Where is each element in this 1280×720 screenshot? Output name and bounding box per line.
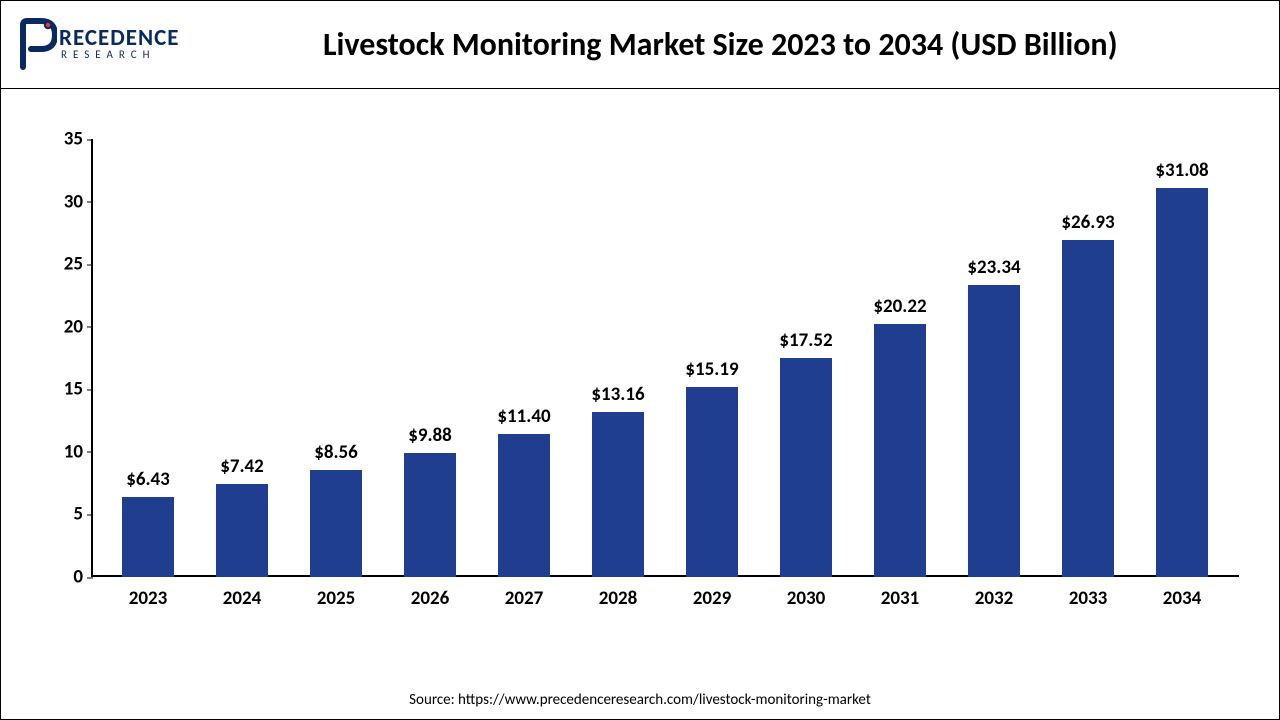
x-tick-label: 2024 [195,587,289,610]
bar-slot: $26.93 [1041,139,1135,577]
bar-value-label: $15.19 [685,358,738,381]
bar-value-label: $9.88 [408,424,452,447]
brand-logo: RECEDENCE RESEARCH [15,17,180,73]
x-tick-label: 2032 [947,587,1041,610]
bar-slot: $11.40 [477,139,571,577]
bar: $6.43 [122,497,175,577]
y-tick-label: 15 [47,378,83,401]
bar-slot: $6.43 [101,139,195,577]
x-tick-label: 2023 [101,587,195,610]
y-tick-label: 35 [47,128,83,151]
chart-area: 05101520253035 $6.43$7.42$8.56$9.88$11.4… [1,89,1279,687]
bar-slot: $17.52 [759,139,853,577]
bar-value-label: $8.56 [314,441,358,464]
x-tick-label: 2033 [1041,587,1135,610]
bar-value-label: $11.40 [497,405,550,428]
bar-value-label: $6.43 [126,468,170,491]
y-tick-label: 10 [47,440,83,463]
y-tick-label: 25 [47,253,83,276]
x-tick-label: 2028 [571,587,665,610]
y-tick-label: 30 [47,190,83,213]
x-tick-label: 2031 [853,587,947,610]
bar: $31.08 [1156,188,1209,577]
chart-title: Livestock Monitoring Market Size 2023 to… [180,25,1262,64]
source-citation: Source: https://www.precedenceresearch.c… [1,687,1279,719]
bar-slot: $15.19 [665,139,759,577]
bar-value-label: $7.42 [220,455,264,478]
logo-text: RECEDENCE RESEARCH [59,28,180,62]
bars-container: $6.43 $7.42 $8.56 $9.88 $11.40 $13.16 $15.19 $1… [91,139,1239,577]
bar: $20.22 [874,324,927,577]
bar: $26.93 [1062,240,1115,577]
bar-value-label: $13.16 [591,383,644,406]
bar: $11.40 [498,434,551,577]
x-tick-label: 2026 [383,587,477,610]
bar-slot: $8.56 [289,139,383,577]
y-tick-label: 0 [47,566,83,589]
bar: $17.52 [780,358,833,577]
x-tick-label: 2029 [665,587,759,610]
bar-value-label: $31.08 [1155,159,1208,182]
plot-region: 05101520253035 $6.43$7.42$8.56$9.88$11.4… [91,139,1239,577]
bar-slot: $20.22 [853,139,947,577]
y-tick-label: 20 [47,315,83,338]
bar-value-label: $17.52 [779,329,832,352]
bar-slot: $9.88 [383,139,477,577]
x-tick-label: 2030 [759,587,853,610]
bar: $15.19 [686,387,739,577]
x-tick-label: 2025 [289,587,383,610]
bar-slot: $7.42 [195,139,289,577]
bar-slot: $23.34 [947,139,1041,577]
x-tick-label: 2034 [1135,587,1229,610]
bar: $8.56 [310,470,363,577]
bar-value-label: $23.34 [967,256,1020,279]
bar: $13.16 [592,412,645,577]
bar: $23.34 [968,285,1021,577]
bar-slot: $13.16 [571,139,665,577]
bar-value-label: $20.22 [873,295,926,318]
y-tick-label: 5 [47,503,83,526]
logo-p-icon [15,17,57,73]
bar: $9.88 [404,453,457,577]
x-labels-row: 2023202420252026202720282029203020312032… [91,577,1239,610]
x-tick-label: 2027 [477,587,571,610]
bar-value-label: $26.93 [1061,211,1114,234]
bar: $7.42 [216,484,269,577]
header: RECEDENCE RESEARCH Livestock Monitoring … [1,1,1279,89]
bar-slot: $31.08 [1135,139,1229,577]
logo-brand-top: RECEDENCE [59,28,180,49]
